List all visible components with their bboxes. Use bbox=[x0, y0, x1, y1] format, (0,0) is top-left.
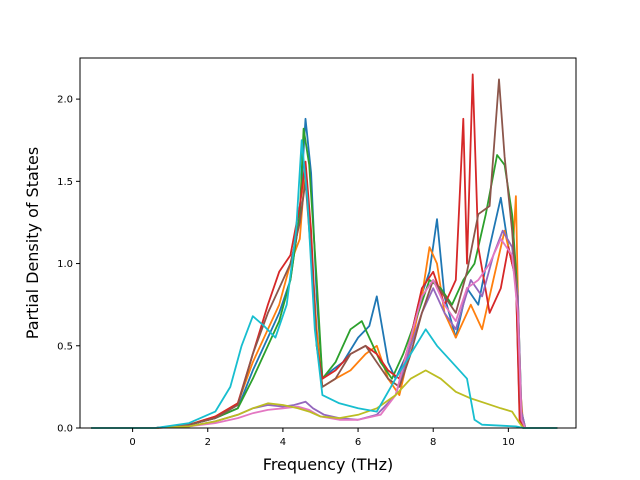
x-tick-label: 8 bbox=[430, 437, 436, 448]
y-tick-label: 1.5 bbox=[57, 177, 73, 188]
series-line-9 bbox=[91, 139, 558, 429]
y-axis-ticks: 0.0 0.5 1.0 1.5 2.0 bbox=[57, 95, 80, 435]
y-tick-label: 1.0 bbox=[57, 259, 73, 270]
y-tick-label: 0.5 bbox=[57, 341, 73, 352]
series-line-8 bbox=[91, 369, 558, 429]
x-axis-ticks: 0 2 4 6 8 10 bbox=[129, 428, 515, 448]
series-layer bbox=[91, 73, 558, 429]
y-tick-label: 0.0 bbox=[57, 424, 73, 435]
x-tick-label: 10 bbox=[502, 437, 515, 448]
plot-frame bbox=[79, 57, 577, 429]
series-line-3 bbox=[91, 127, 558, 429]
series-line-1 bbox=[91, 117, 558, 429]
series-line-4 bbox=[91, 73, 558, 429]
series-line-2 bbox=[91, 164, 558, 429]
x-tick-label: 4 bbox=[280, 437, 286, 448]
x-tick-label: 0 bbox=[129, 437, 135, 448]
x-tick-label: 6 bbox=[355, 437, 361, 448]
y-tick-label: 2.0 bbox=[57, 95, 73, 106]
y-axis-label: Partial Density of States bbox=[23, 147, 42, 339]
series-line-6 bbox=[91, 78, 558, 429]
x-axis-label: Frequency (THz) bbox=[263, 455, 393, 474]
x-tick-label: 2 bbox=[205, 437, 211, 448]
